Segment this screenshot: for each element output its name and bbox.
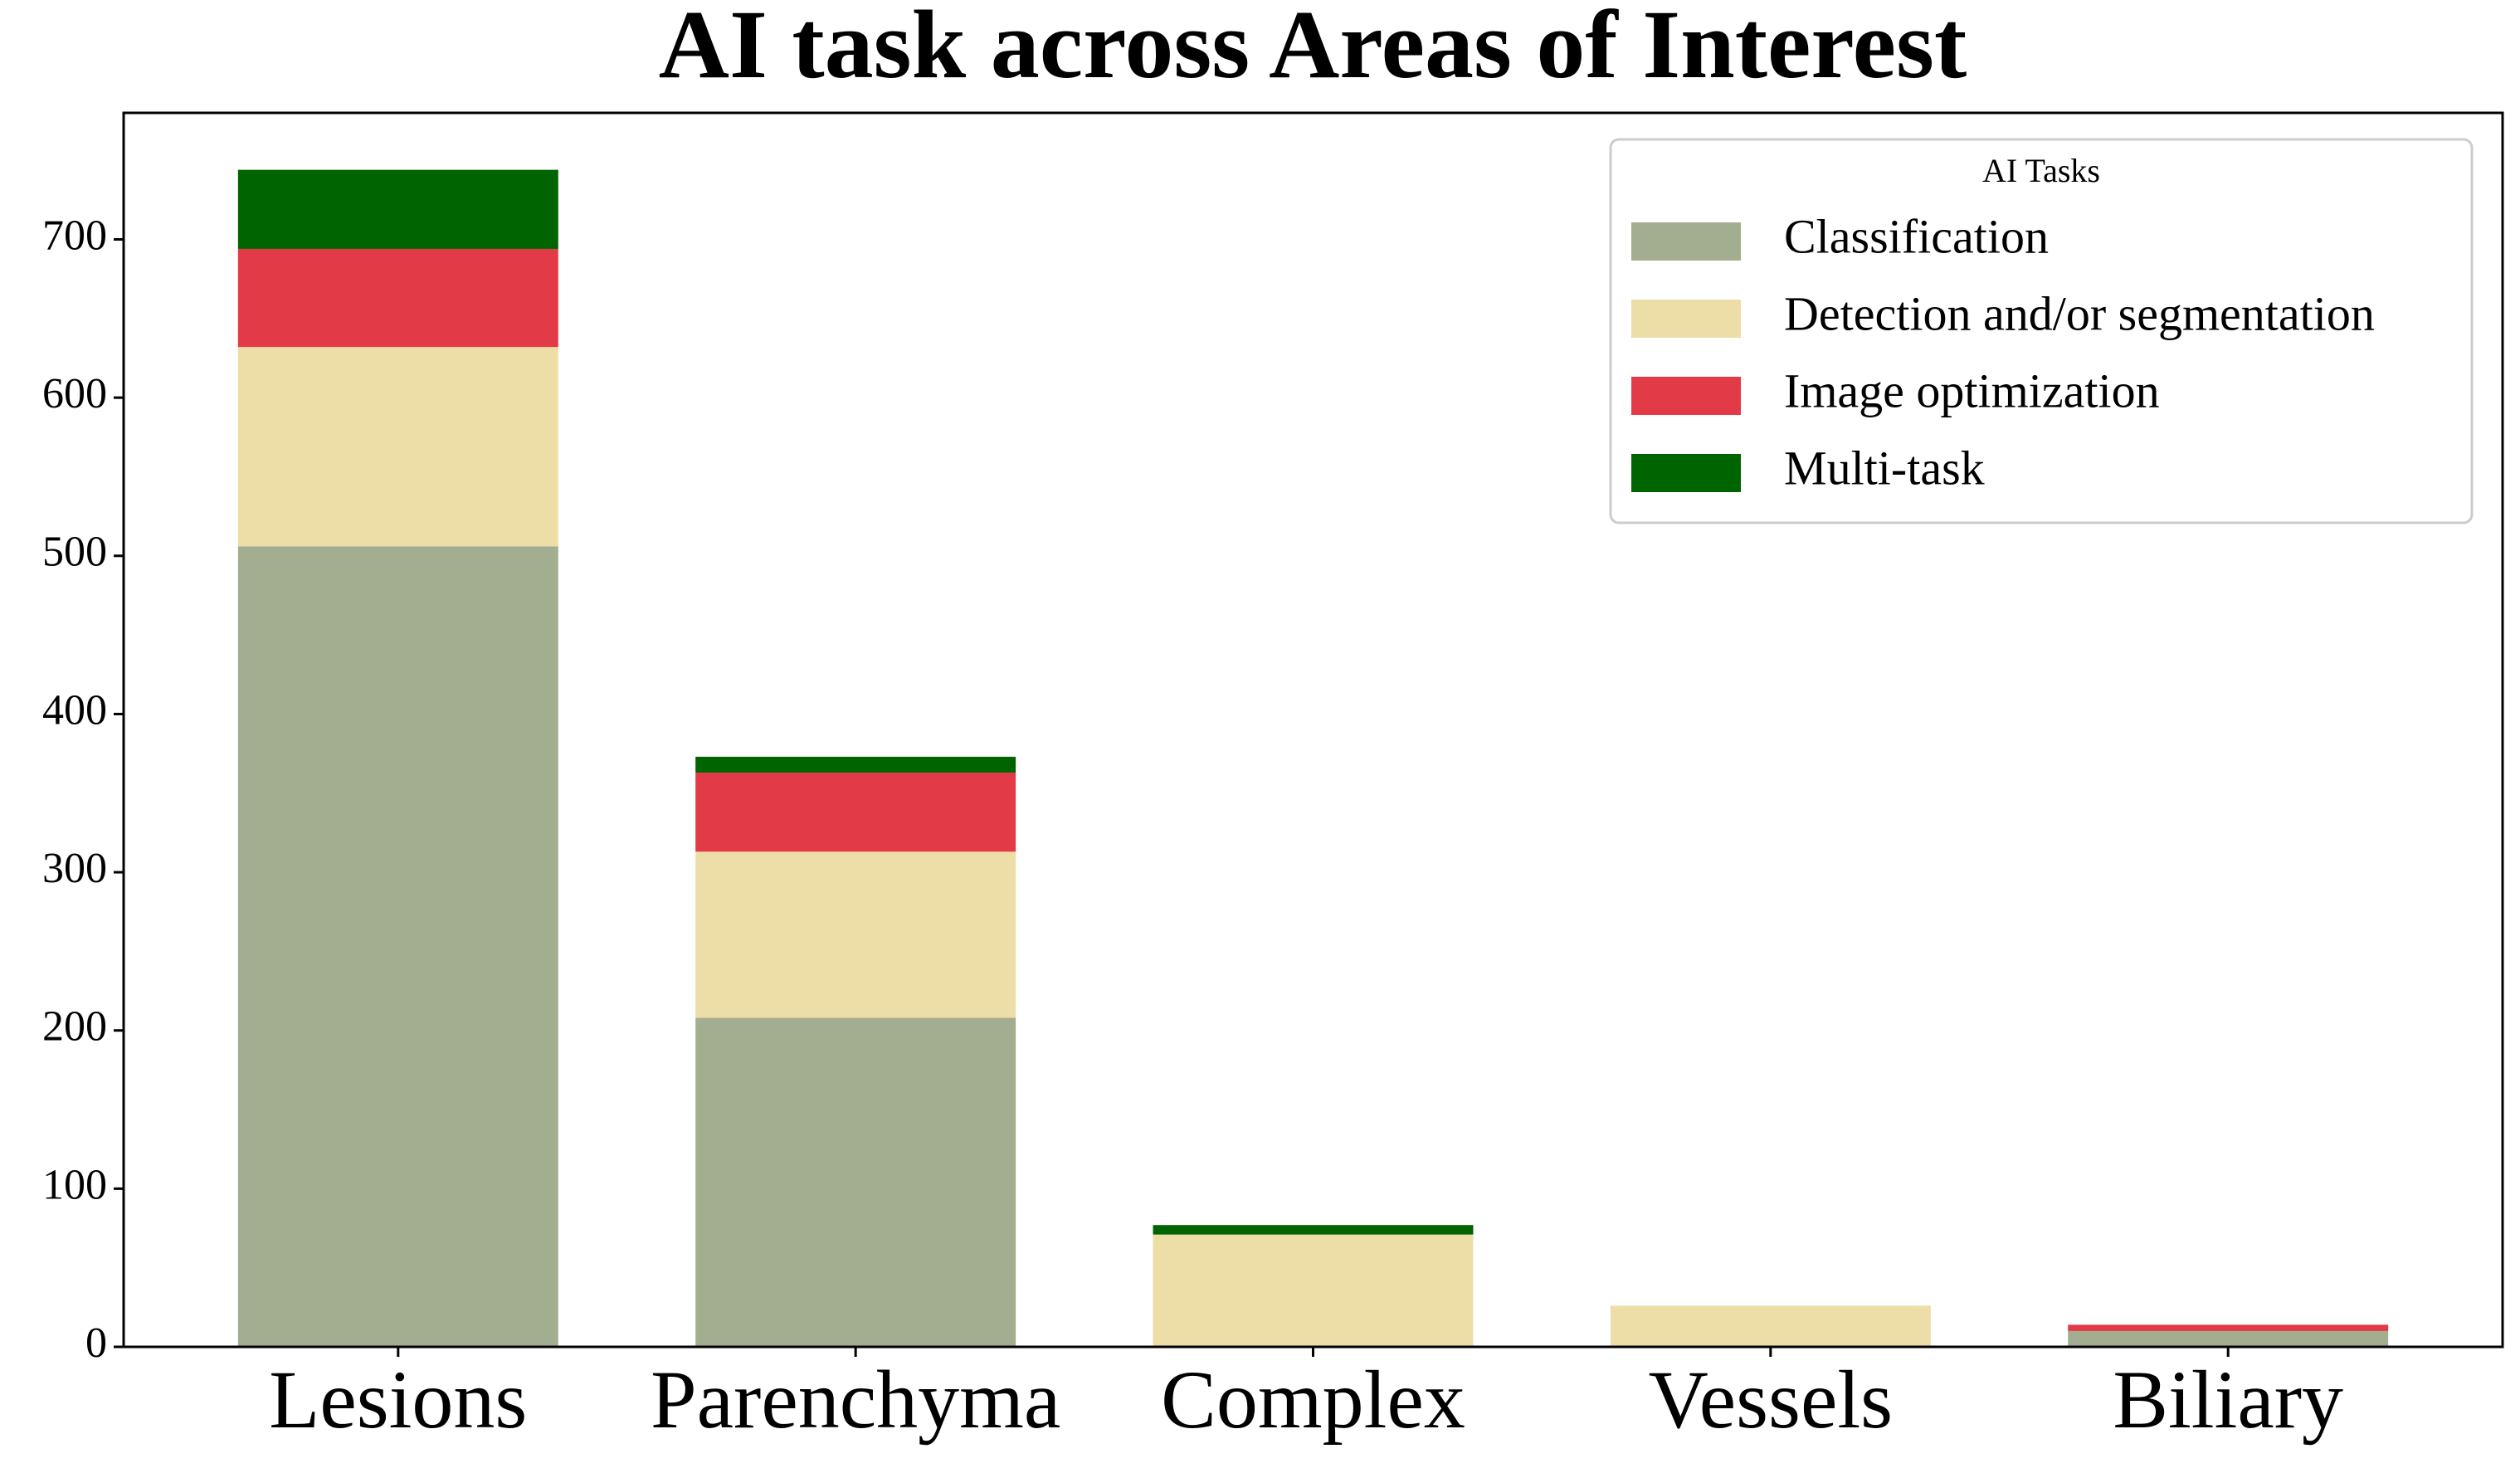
bar-segment	[695, 772, 1016, 852]
bar-segment	[237, 248, 558, 348]
legend-label: Classification	[1784, 209, 2049, 263]
bar-segment	[2068, 1324, 2389, 1331]
x-tick-label: Biliary	[2113, 1354, 2343, 1446]
x-tick-label: Lesions	[269, 1354, 527, 1446]
y-tick-label: 500	[42, 529, 107, 576]
y-tick-label: 300	[42, 845, 107, 892]
legend-swatch	[1631, 222, 1741, 261]
bar-segment	[2068, 1330, 2389, 1347]
x-tick-label: Complex	[1161, 1354, 1465, 1446]
y-tick-label: 600	[42, 370, 107, 417]
legend-swatch	[1631, 300, 1741, 338]
legend-label: Image optimization	[1784, 363, 2160, 417]
legend-title: AI Tasks	[1982, 152, 2100, 189]
bar-segment	[695, 1017, 1016, 1347]
legend-label: Detection and/or segmentation	[1784, 286, 2375, 340]
legend-swatch	[1631, 454, 1741, 492]
y-tick-label: 400	[42, 686, 107, 734]
chart-title: AI task across Areas of Interest	[659, 0, 1967, 99]
bar-segment	[237, 169, 558, 249]
bar-segment	[1153, 1234, 1474, 1347]
bar-segment	[237, 347, 558, 547]
bar-segment	[695, 756, 1016, 773]
bar-segment	[1610, 1305, 1931, 1347]
x-tick-label: Parenchyma	[651, 1354, 1060, 1446]
bar-segment	[237, 546, 558, 1347]
y-tick-label: 0	[85, 1319, 107, 1367]
bar-segment	[1153, 1225, 1474, 1235]
y-tick-label: 100	[42, 1161, 107, 1208]
legend-swatch	[1631, 377, 1741, 415]
legend-box	[1609, 138, 2474, 524]
x-tick-label: Vessels	[1649, 1354, 1893, 1446]
y-tick-label: 200	[42, 1003, 107, 1051]
legend-label: Multi-task	[1784, 441, 1985, 495]
y-tick-label: 700	[42, 212, 107, 259]
bar-segment	[695, 851, 1016, 1018]
